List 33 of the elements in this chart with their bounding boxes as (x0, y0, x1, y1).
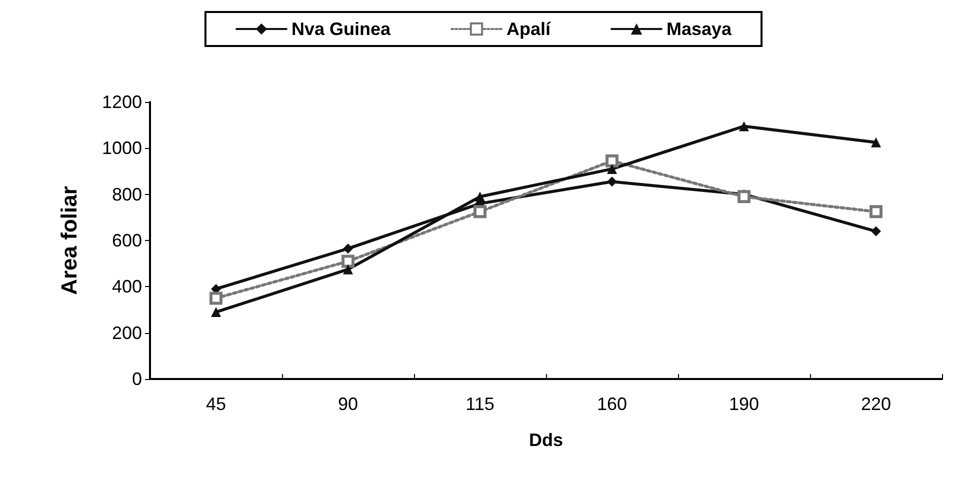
point (211, 307, 221, 318)
point (871, 137, 881, 148)
point (739, 121, 749, 132)
point (343, 244, 353, 254)
y-tick-label: 0 (132, 369, 142, 389)
legend-label: Masaya (666, 19, 733, 39)
x-tick-label: 115 (466, 394, 494, 414)
y-tick-label: 400 (112, 276, 142, 297)
y-tick-label: 200 (112, 322, 142, 343)
point (475, 192, 485, 202)
point (607, 164, 617, 174)
y-tick-label: 1200 (102, 92, 142, 112)
x-axis-title: Dds (528, 430, 564, 450)
point (870, 205, 882, 218)
point (738, 190, 750, 204)
point (210, 292, 222, 305)
point (606, 154, 618, 168)
legend-label: Apalí (506, 19, 552, 39)
x-tick-label: 220 (860, 394, 892, 414)
point (474, 205, 486, 218)
point (871, 226, 881, 236)
point (343, 264, 353, 274)
legend-label: Nva Guinea (291, 19, 392, 39)
y-tick-label: 600 (112, 230, 142, 250)
x-tick-label: 90 (338, 394, 358, 414)
y-axis-title: Area foliar (56, 186, 82, 295)
x-tick-label: 160 (596, 394, 628, 414)
x-tick-label: 45 (206, 394, 226, 414)
x-tick-label: 190 (728, 394, 760, 414)
y-tick-label: 1000 (102, 138, 142, 158)
y-tick-label: 800 (112, 184, 142, 204)
point (342, 254, 354, 268)
point (607, 176, 617, 187)
